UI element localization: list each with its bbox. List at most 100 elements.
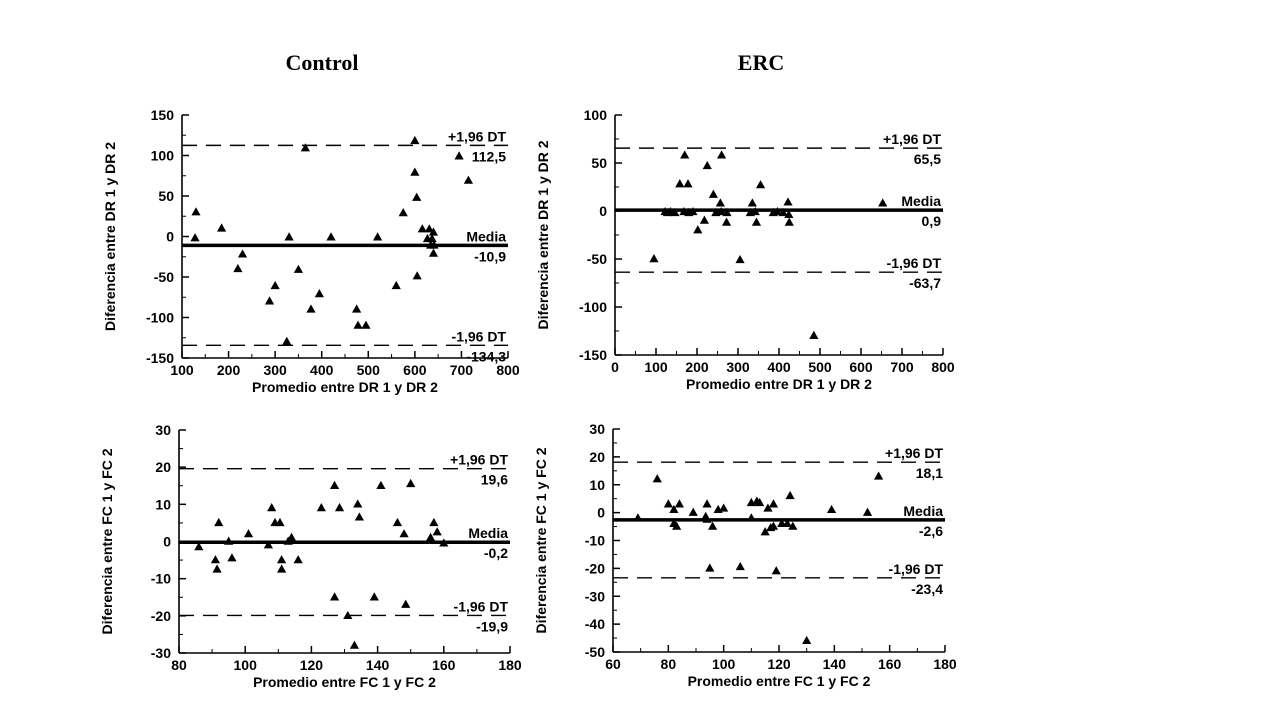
svg-text:Media: Media [468, 525, 508, 541]
svg-text:-63,7: -63,7 [909, 275, 941, 291]
svg-text:180: 180 [933, 656, 957, 672]
data-points [633, 471, 884, 645]
svg-text:140: 140 [823, 656, 847, 672]
chart-control-fc: 80 100 120 140 160 180 -30 -20 -10 0 10 20 30 Promedi… [95, 410, 531, 710]
svg-text:18,1: 18,1 [916, 465, 943, 481]
data-points [190, 135, 474, 345]
svg-text:200: 200 [685, 359, 709, 375]
svg-text:300: 300 [726, 359, 750, 375]
svg-text:100: 100 [584, 107, 608, 123]
data-points [649, 150, 888, 339]
svg-text:Promedio entre DR 1 y DR 2: Promedio entre DR 1 y DR 2 [686, 376, 872, 392]
svg-text:-20: -20 [151, 608, 171, 624]
svg-text:100: 100 [151, 148, 175, 164]
svg-text:30: 30 [589, 421, 605, 437]
svg-text:0,9: 0,9 [922, 213, 942, 229]
svg-text:120: 120 [767, 656, 791, 672]
svg-text:Diferencia entre DR 1 y DR 2: Diferencia entre DR 1 y DR 2 [102, 142, 118, 331]
line-annotations: +1,96 DT 112,5 Media -10,9 -1,96 DT -134,3 [448, 128, 506, 364]
axis-labels: Promedio entre FC 1 y FC 2 Diferencia ent… [99, 448, 436, 690]
limit-lines [179, 467, 510, 617]
svg-text:Diferencia entre FC 1 y FC 2: Diferencia entre FC 1 y FC 2 [533, 447, 549, 633]
svg-text:Diferencia entre FC 1 y FC 2: Diferencia entre FC 1 y FC 2 [99, 448, 115, 634]
line-annotations: +1,96 DT 18,1 Media -2,6 -1,96 DT -23,4 [885, 445, 943, 597]
svg-text:0: 0 [611, 359, 619, 375]
column-title-erc: ERC [737, 50, 785, 75]
svg-text:-1,96 DT: -1,96 DT [887, 255, 942, 271]
svg-text:Media: Media [466, 228, 506, 244]
svg-text:120: 120 [300, 657, 324, 673]
axes: 60 80 100 120 140 160 180 -50 -40 -30 -20 -10 0 10 20 3… [585, 421, 957, 672]
svg-text:400: 400 [767, 359, 791, 375]
svg-text:30: 30 [155, 422, 171, 438]
svg-text:80: 80 [661, 656, 677, 672]
bland-altman-svg-erc-fc: 60 80 100 120 140 160 180 -50 -40 -30 -20 -10 0 10 20 3… [533, 421, 957, 689]
svg-text:65,5: 65,5 [914, 151, 941, 167]
svg-text:140: 140 [366, 657, 390, 673]
svg-text:-134,3: -134,3 [466, 348, 506, 364]
svg-text:800: 800 [496, 362, 520, 378]
svg-text:-150: -150 [146, 350, 174, 366]
svg-text:600: 600 [403, 362, 427, 378]
svg-text:50: 50 [158, 188, 174, 204]
axes: 100 200 300 400 500 600 700 800 -150 -100 -50 0 50 10… [146, 107, 520, 378]
svg-text:Media: Media [903, 503, 943, 519]
svg-text:100: 100 [644, 359, 668, 375]
svg-text:10: 10 [155, 496, 171, 512]
svg-text:-10,9: -10,9 [474, 248, 506, 264]
svg-text:100: 100 [712, 656, 736, 672]
svg-text:700: 700 [890, 359, 914, 375]
svg-text:160: 160 [878, 656, 902, 672]
column-title-control: Control [285, 50, 359, 75]
axis-labels: Promedio entre FC 1 y FC 2 Diferencia ent… [533, 447, 871, 689]
svg-text:+1,96 DT: +1,96 DT [885, 445, 943, 461]
svg-text:19,6: 19,6 [481, 472, 508, 488]
svg-text:0: 0 [597, 505, 605, 521]
svg-text:80: 80 [171, 657, 187, 673]
svg-text:0: 0 [163, 534, 171, 550]
chart-erc-fc: 60 80 100 120 140 160 180 -50 -40 -30 -20 -10 0 10 20 3… [529, 409, 965, 709]
svg-text:600: 600 [849, 359, 873, 375]
axis-labels: Promedio entre DR 1 y DR 2 Diferencia ent… [102, 142, 438, 395]
svg-text:150: 150 [151, 107, 175, 123]
bland-altman-svg-control-fc: 80 100 120 140 160 180 -30 -20 -10 0 10 20 30 Promedi… [99, 422, 522, 690]
svg-text:-50: -50 [587, 251, 607, 267]
svg-text:500: 500 [357, 362, 381, 378]
svg-text:-0,2: -0,2 [484, 545, 508, 561]
svg-text:200: 200 [217, 362, 241, 378]
svg-text:-100: -100 [579, 299, 607, 315]
svg-text:700: 700 [450, 362, 474, 378]
axes: 0 100 200 300 400 500 600 700 800 -150 -100 -50 0 50 1… [579, 107, 955, 375]
svg-text:160: 160 [432, 657, 456, 673]
svg-text:Diferencia entre DR 1 y DR 2: Diferencia entre DR 1 y DR 2 [535, 140, 551, 329]
svg-text:20: 20 [589, 449, 605, 465]
svg-text:-10: -10 [585, 533, 605, 549]
svg-text:300: 300 [263, 362, 287, 378]
svg-text:+1,96 DT: +1,96 DT [883, 131, 941, 147]
axis-labels: Promedio entre DR 1 y DR 2 Diferencia ent… [535, 140, 872, 392]
line-annotations: +1,96 DT 65,5 Media 0,9 -1,96 DT -63,7 [883, 131, 941, 291]
svg-text:Promedio entre DR 1 y DR 2: Promedio entre DR 1 y DR 2 [252, 379, 438, 395]
svg-text:+1,96 DT: +1,96 DT [450, 452, 508, 468]
svg-text:-50: -50 [154, 269, 174, 285]
svg-text:-1,96 DT: -1,96 DT [452, 328, 507, 344]
svg-text:-50: -50 [585, 644, 605, 660]
svg-text:50: 50 [591, 155, 607, 171]
svg-text:-1,96 DT: -1,96 DT [454, 598, 509, 614]
svg-text:-19,9: -19,9 [476, 618, 508, 634]
svg-text:-1,96 DT: -1,96 DT [889, 561, 944, 577]
bland-altman-svg-erc-dr: 0 100 200 300 400 500 600 700 800 -150 -100 -50 0 50 1… [535, 107, 955, 392]
svg-text:-10: -10 [151, 571, 171, 587]
svg-text:Promedio entre FC 1 y FC 2: Promedio entre FC 1 y FC 2 [253, 674, 436, 690]
svg-text:112,5: 112,5 [472, 148, 506, 164]
axes: 80 100 120 140 160 180 -30 -20 -10 0 10 20 30 [151, 422, 522, 673]
chart-control-dr: 100 200 300 400 500 600 700 800 -150 -100 -50 0 50 10… [98, 95, 530, 407]
data-points [194, 478, 449, 649]
svg-text:500: 500 [808, 359, 832, 375]
svg-text:0: 0 [599, 203, 607, 219]
svg-text:180: 180 [498, 657, 522, 673]
svg-text:-30: -30 [585, 588, 605, 604]
bland-altman-svg-control-dr: 100 200 300 400 500 600 700 800 -150 -100 -50 0 50 10… [102, 107, 520, 395]
svg-text:10: 10 [589, 477, 605, 493]
